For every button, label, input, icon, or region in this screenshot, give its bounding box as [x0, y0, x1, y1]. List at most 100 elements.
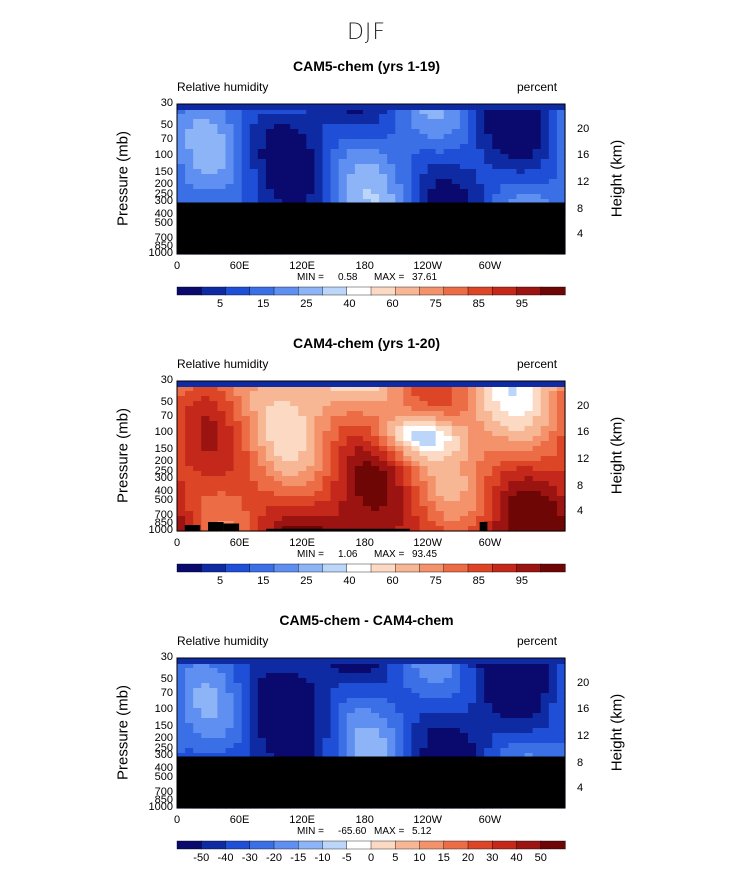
field-cell: [451, 159, 461, 165]
field-cell: [371, 416, 380, 422]
field-cell: [459, 738, 469, 744]
field-cell: [225, 491, 235, 497]
field-cell: [516, 683, 526, 689]
field-cell: [322, 693, 332, 699]
field-cell: [451, 743, 461, 749]
field-cell: [508, 446, 518, 452]
field-cell: [427, 159, 437, 165]
field-cell: [354, 154, 364, 160]
field-cell: [532, 119, 542, 125]
field-cell: [233, 139, 243, 145]
field-cell: [314, 416, 324, 422]
field-cell: [435, 476, 445, 482]
field-cell: [403, 683, 413, 689]
field-cell: [338, 456, 348, 462]
topography-block: [184, 525, 201, 531]
x-tick-label: 180: [355, 537, 374, 549]
field-cell: [435, 733, 445, 739]
field-cell: [265, 673, 275, 679]
field-cell: [419, 386, 429, 392]
plot-area: [176, 103, 566, 255]
field-cell: [217, 728, 227, 734]
field-cell: [387, 496, 396, 502]
field-cell: [330, 511, 340, 517]
field-cell: [516, 134, 526, 140]
field-cell: [403, 521, 413, 527]
field-cell: [338, 386, 348, 392]
field-cell: [371, 678, 380, 684]
field-cell: [249, 119, 259, 125]
field-cell: [354, 164, 364, 170]
field-cell: [177, 189, 186, 195]
field-cell: [427, 738, 437, 744]
field-cell: [508, 526, 518, 532]
field-cell: [476, 516, 485, 522]
y-tick-label: 100: [154, 425, 173, 438]
field-cell: [403, 753, 413, 759]
field-cell: [395, 683, 404, 689]
field-cell: [548, 164, 558, 170]
field-cell: [532, 698, 542, 704]
field-cell: [532, 421, 542, 427]
field-cell: [354, 114, 364, 120]
field-cell: [330, 668, 340, 674]
field-cell: [532, 114, 542, 120]
y-tick-label: 850: [154, 517, 173, 530]
field-cell: [524, 199, 534, 205]
field-cell: [185, 496, 194, 502]
field-cell: [540, 139, 550, 145]
field-cell: [282, 154, 291, 160]
field-cell: [500, 496, 510, 502]
field-cell: [257, 708, 267, 714]
field-cell: [201, 723, 210, 729]
field-cell: [435, 411, 445, 417]
field-cell: [532, 411, 542, 417]
field-cell: [443, 748, 453, 754]
field-cell: [185, 486, 194, 492]
field-cell: [201, 426, 210, 432]
field-cell: [217, 698, 227, 704]
field-cell: [306, 496, 316, 502]
field-cell: [177, 491, 186, 497]
field-cell: [443, 728, 453, 734]
field-cell: [556, 486, 566, 492]
field-cell: [451, 516, 461, 522]
field-cell: [193, 139, 202, 145]
field-cell: [524, 678, 534, 684]
field-cell: [371, 713, 380, 719]
field-cell: [556, 114, 566, 120]
field-cell: [379, 386, 388, 392]
field-cell: [306, 501, 316, 507]
field-cell: [540, 109, 550, 115]
field-cell: [217, 693, 227, 699]
field-cell: [209, 149, 219, 155]
field-cell: [476, 673, 485, 679]
field-cell: [395, 723, 404, 729]
field-cell: [290, 119, 299, 125]
field-cell: [371, 199, 380, 205]
field-cell: [298, 718, 307, 724]
field-cell: [241, 144, 251, 150]
field-cell: [362, 743, 372, 749]
field-cell: [532, 511, 542, 517]
field-cell: [532, 199, 542, 205]
field-cell: [298, 446, 307, 452]
field-cell: [177, 431, 186, 437]
field-cell: [556, 119, 566, 125]
field-cell: [265, 139, 275, 145]
field-cell: [379, 673, 388, 679]
field-cell: [338, 159, 348, 165]
field-cell: [395, 688, 404, 694]
field-cell: [403, 476, 413, 482]
field-cell: [282, 441, 291, 447]
field-cell: [362, 451, 372, 457]
field-cell: [540, 159, 550, 165]
field-cell: [362, 421, 372, 427]
field-cell: [387, 436, 396, 442]
colorbar-tick: -50: [193, 852, 210, 864]
field-cell: [468, 501, 477, 507]
field-cell: [338, 521, 348, 527]
field-cell: [225, 446, 235, 452]
field-cell: [532, 401, 542, 407]
field-cell: [217, 718, 227, 724]
